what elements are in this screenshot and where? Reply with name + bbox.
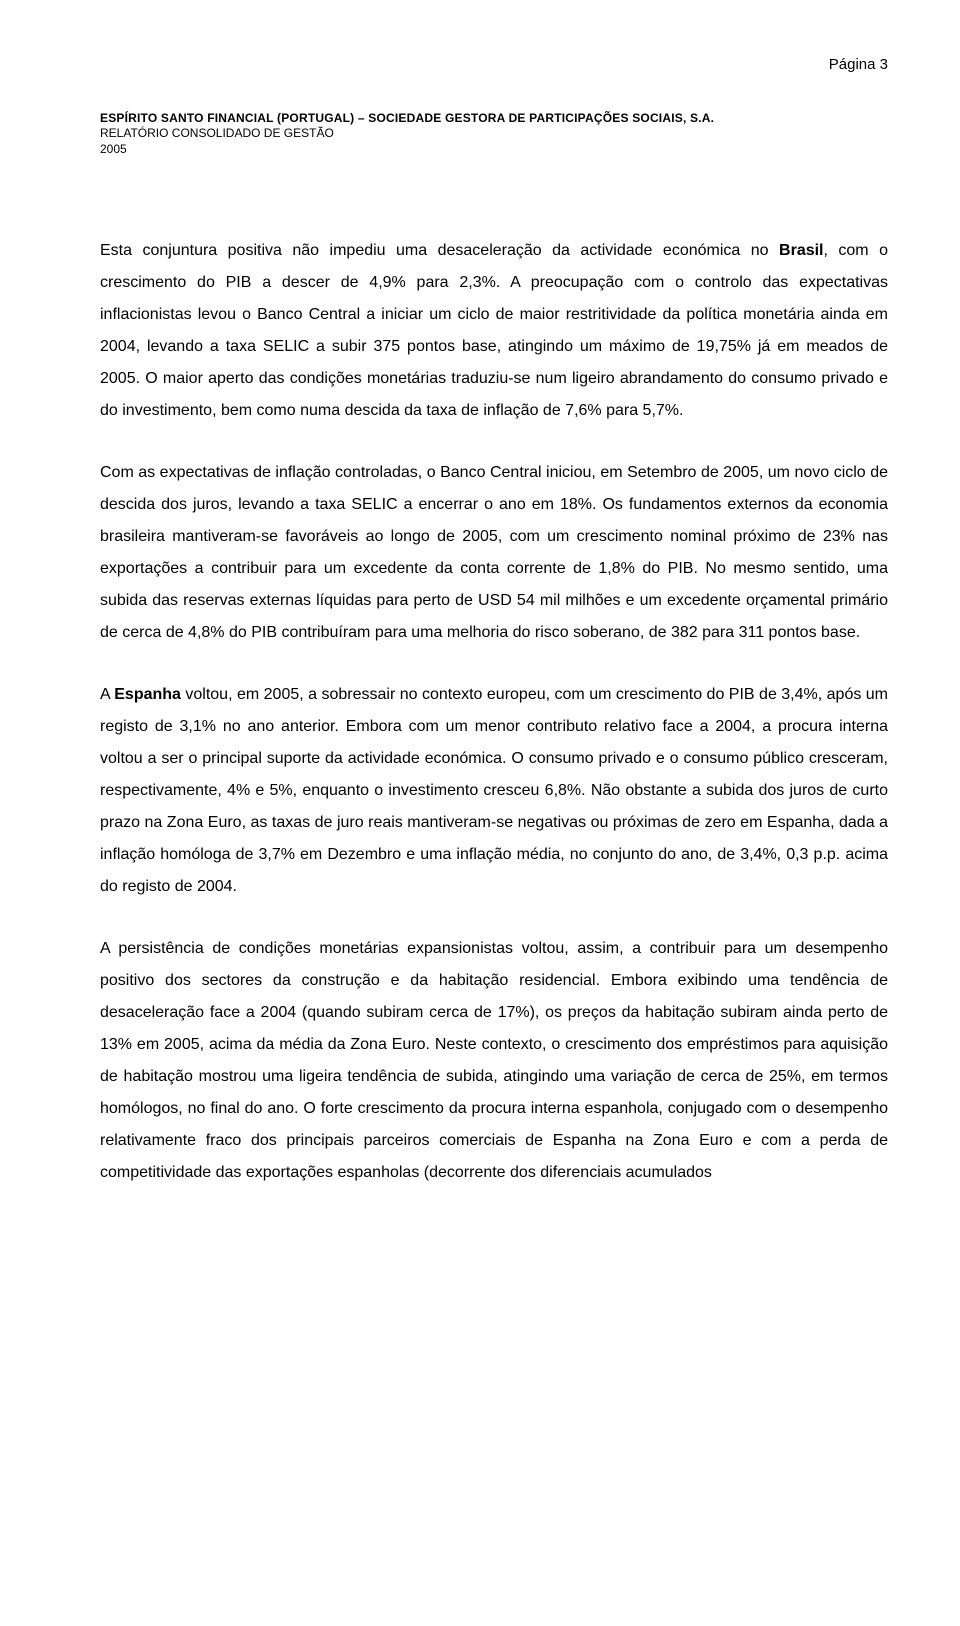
document-header: ESPÍRITO SANTO FINANCIAL (PORTUGAL) – SO… (100, 111, 888, 157)
paragraph-3-bold: Espanha (114, 686, 181, 703)
document-body: Esta conjuntura positiva não impediu uma… (100, 235, 888, 1189)
header-year: 2005 (100, 141, 888, 157)
header-company-name: ESPÍRITO SANTO FINANCIAL (PORTUGAL) – SO… (100, 111, 888, 125)
paragraph-3-pre: A (100, 686, 114, 703)
paragraph-1-post: , com o crescimento do PIB a descer de 4… (100, 242, 888, 419)
paragraph-4: A persistência de condições monetárias e… (100, 933, 888, 1189)
header-report-title: RELATÓRIO CONSOLIDADO DE GESTÃO (100, 125, 888, 141)
paragraph-1-pre: Esta conjuntura positiva não impediu uma… (100, 242, 779, 259)
paragraph-1-bold: Brasil (779, 242, 823, 259)
paragraph-3-post: voltou, em 2005, a sobressair no context… (100, 686, 888, 895)
page-number: Página 3 (100, 56, 888, 73)
paragraph-1: Esta conjuntura positiva não impediu uma… (100, 235, 888, 427)
paragraph-3: A Espanha voltou, em 2005, a sobressair … (100, 679, 888, 903)
paragraph-2: Com as expectativas de inflação controla… (100, 457, 888, 649)
document-page: Página 3 ESPÍRITO SANTO FINANCIAL (PORTU… (0, 0, 960, 1626)
